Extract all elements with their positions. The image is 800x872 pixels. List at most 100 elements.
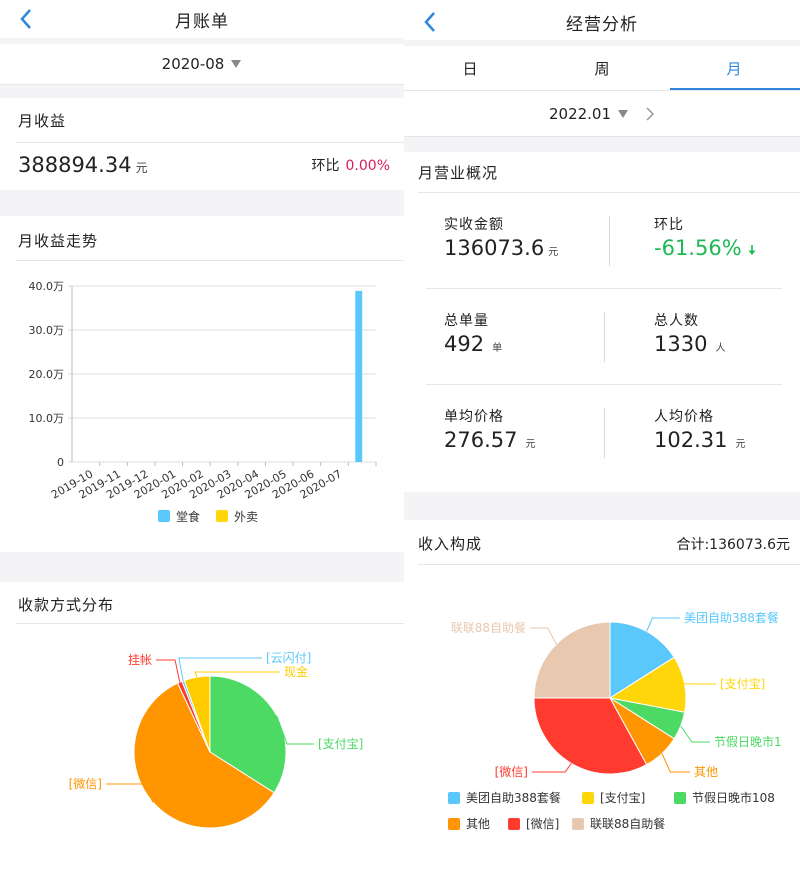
revenue-trend-chart: 40.0万30.0万20.0万10.0万02019-102019-112019-… bbox=[29, 280, 377, 524]
divider bbox=[418, 192, 800, 193]
callout-line bbox=[276, 715, 314, 745]
stat-total-orders: 总单量 492 单 bbox=[444, 310, 502, 356]
arrow-down-icon bbox=[748, 245, 756, 255]
payment-section-title: 收款方式分布 bbox=[18, 596, 115, 614]
caret-down-icon bbox=[231, 60, 242, 68]
callout-label: 节假日晚市1 bbox=[714, 734, 782, 749]
divider bbox=[404, 90, 800, 91]
callout-line bbox=[194, 671, 280, 678]
legend-swatch bbox=[448, 818, 460, 830]
payment-method-pie-chart: [支付宝] [微信] 挂帐 [云闪付]现金 bbox=[69, 651, 363, 829]
legend-label: 外卖 bbox=[234, 510, 258, 524]
callout-label: [支付宝] bbox=[318, 737, 363, 751]
tab-day[interactable]: 日 bbox=[462, 59, 478, 78]
pie-slice bbox=[533, 697, 648, 775]
stat-value: 136073.6 bbox=[444, 236, 545, 260]
stat-avg-person-price: 人均价格 102.31 元 bbox=[654, 406, 745, 452]
callout-line bbox=[530, 627, 557, 645]
back-button[interactable] bbox=[14, 0, 38, 38]
divider bbox=[404, 136, 800, 152]
y-tick-label: 20.0万 bbox=[29, 368, 65, 381]
back-button[interactable] bbox=[418, 0, 442, 44]
monthly-bill-screen: 月账单 2020-08 月收益 388894.34 元 环比 0.00% 月收益… bbox=[0, 0, 404, 829]
legend-label: [支付宝] bbox=[600, 791, 645, 805]
stat-label: 总单量 bbox=[444, 313, 489, 329]
caret-down-icon bbox=[618, 110, 629, 118]
revenue-value: 388894.34 bbox=[18, 153, 132, 177]
callout-label: [微信] bbox=[69, 777, 102, 791]
legend-label: 联联88自助餐 bbox=[590, 816, 665, 831]
stat-value: 102.31 bbox=[654, 428, 728, 452]
y-tick-label: 0 bbox=[57, 456, 64, 469]
stat-avg-order-price: 单均价格 276.57 元 bbox=[444, 406, 535, 452]
divider bbox=[418, 564, 800, 565]
left-header: 月账单 bbox=[0, 0, 404, 38]
income-section-title: 收入构成 bbox=[418, 535, 483, 553]
callout-label: 其他 bbox=[694, 765, 718, 779]
month-value: 2022.01 bbox=[548, 105, 612, 123]
callout-line bbox=[646, 617, 680, 632]
tab-indicator bbox=[670, 88, 800, 90]
mom-label: 环比 bbox=[311, 158, 340, 174]
legend-swatch bbox=[582, 792, 594, 804]
callout-label: [微信] bbox=[495, 765, 528, 779]
divider bbox=[604, 408, 605, 458]
stat-label: 环比 bbox=[654, 217, 684, 233]
pie-slice bbox=[183, 675, 211, 753]
income-composition-pie-chart: 美团自助388套餐[支付宝]节假日晚市1其他[微信]联联88自助餐美团自助388… bbox=[448, 610, 782, 831]
divider bbox=[404, 40, 800, 46]
revenue-unit: 元 bbox=[135, 161, 148, 175]
callout-line bbox=[532, 763, 572, 773]
legend-swatch bbox=[448, 792, 460, 804]
next-month-chevron-icon[interactable] bbox=[645, 107, 655, 121]
callout-line bbox=[680, 725, 710, 743]
stat-unit: 元 bbox=[548, 247, 559, 258]
stat-value: 492 bbox=[444, 332, 485, 356]
stat-total-people: 总人数 1330 人 bbox=[654, 310, 725, 356]
tab-week[interactable]: 周 bbox=[594, 59, 610, 78]
legend-swatch bbox=[158, 510, 170, 522]
business-analysis-screen: 经营分析 日 周 月 2022.01 月营业概况 实收金额 136073.6 元 … bbox=[404, 0, 800, 872]
callout-line bbox=[106, 783, 154, 803]
callout-line bbox=[178, 657, 262, 681]
overview-section-title: 月营业概况 bbox=[418, 164, 499, 182]
right-header: 经营分析 bbox=[404, 0, 800, 44]
legend-label: 堂食 bbox=[176, 509, 200, 524]
stat-unit: 元 bbox=[735, 439, 746, 450]
stat-unit: 单 bbox=[492, 343, 503, 354]
y-tick-label: 10.0万 bbox=[29, 412, 65, 425]
chevron-left-icon bbox=[20, 9, 31, 29]
revenue-amount: 388894.34 元 bbox=[18, 153, 148, 177]
legend-swatch bbox=[674, 792, 686, 804]
stat-unit: 人 bbox=[715, 343, 726, 354]
stat-label: 总人数 bbox=[654, 313, 699, 329]
pie-slice bbox=[609, 621, 675, 699]
callout-label: [支付宝] bbox=[720, 677, 765, 691]
stat-value: -61.56% bbox=[654, 236, 742, 260]
divider bbox=[404, 492, 800, 520]
callout-line bbox=[156, 659, 181, 683]
divider bbox=[0, 38, 404, 44]
chevron-left-icon bbox=[424, 12, 435, 32]
divider bbox=[0, 84, 404, 98]
month-selector: 2022.01 bbox=[404, 92, 800, 136]
trend-section-title: 月收益走势 bbox=[18, 232, 99, 250]
callout-line bbox=[661, 753, 690, 773]
divider bbox=[426, 384, 782, 385]
legend-swatch bbox=[216, 510, 228, 522]
stat-label: 实收金额 bbox=[444, 217, 504, 233]
mom-value: 0.00% bbox=[345, 158, 390, 174]
month-picker[interactable]: 2020-08 bbox=[0, 44, 404, 84]
page-title: 月账单 bbox=[175, 11, 229, 32]
pie-slice bbox=[533, 621, 611, 699]
tab-month[interactable]: 月 bbox=[726, 59, 742, 78]
month-value: 2020-08 bbox=[161, 55, 225, 73]
divider bbox=[609, 216, 610, 266]
divider bbox=[426, 288, 782, 289]
legend-label: [微信] bbox=[526, 817, 559, 831]
callout-label: 美团自助388套餐 bbox=[684, 610, 779, 625]
divider bbox=[16, 260, 404, 261]
month-picker[interactable]: 2022.01 bbox=[549, 105, 629, 123]
callout-label: 联联88自助餐 bbox=[451, 620, 526, 635]
legend-label: 其他 bbox=[466, 817, 490, 831]
